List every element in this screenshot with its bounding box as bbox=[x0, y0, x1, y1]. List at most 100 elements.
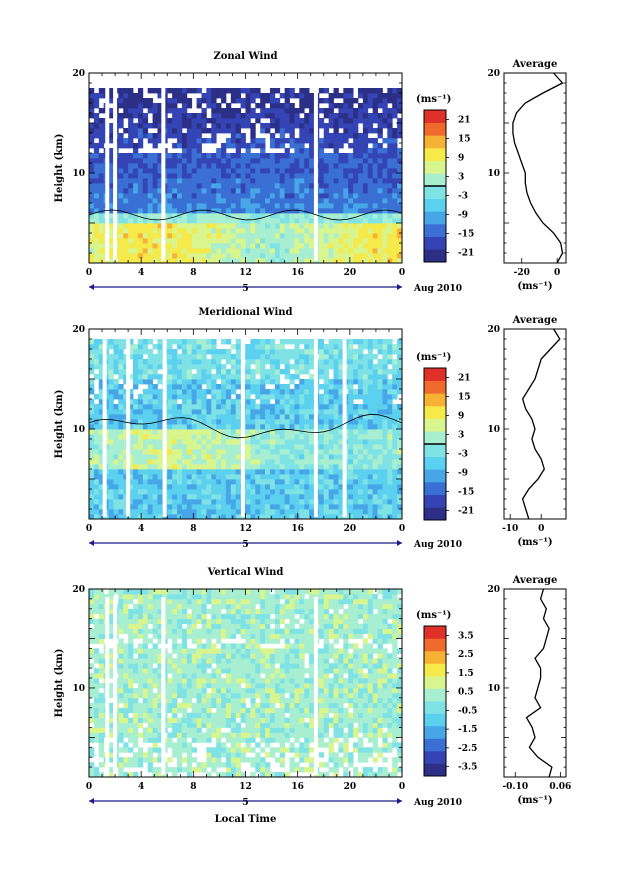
heatmap-cell bbox=[137, 118, 144, 124]
heatmap-cell bbox=[206, 213, 212, 219]
heatmap-cell bbox=[167, 198, 173, 204]
heatmap-cell bbox=[348, 243, 354, 249]
heatmap-cell bbox=[348, 88, 354, 94]
heatmap-cell bbox=[299, 168, 305, 174]
heatmap-cell bbox=[191, 384, 197, 390]
heatmap-cell bbox=[279, 339, 286, 345]
heatmap-cell bbox=[245, 118, 251, 124]
heatmap-cell bbox=[118, 399, 124, 405]
heatmap-cell bbox=[147, 384, 153, 390]
heatmap-cell bbox=[250, 183, 256, 189]
heatmap-cell bbox=[260, 203, 266, 209]
heatmap-cell bbox=[157, 379, 163, 385]
heatmap-cell bbox=[289, 103, 295, 109]
heatmap-cell bbox=[382, 349, 388, 355]
heatmap-cell bbox=[333, 379, 339, 385]
heatmap-cell bbox=[265, 459, 271, 465]
heatmap-cell bbox=[177, 168, 183, 174]
heatmap-cell bbox=[284, 504, 290, 510]
heatmap-cell bbox=[362, 188, 369, 194]
heatmap-cell bbox=[89, 712, 95, 719]
heatmap-cell bbox=[372, 479, 378, 485]
heatmap-cell bbox=[98, 618, 105, 625]
heatmap-cell bbox=[377, 454, 383, 460]
heatmap-cell bbox=[392, 243, 398, 249]
heatmap-cell bbox=[181, 238, 188, 244]
heatmap-cell bbox=[206, 238, 212, 244]
heatmap-cell bbox=[367, 454, 374, 460]
heatmap-cell bbox=[235, 223, 242, 229]
heatmap-cell bbox=[133, 128, 139, 134]
heatmap-cell bbox=[328, 103, 334, 109]
heatmap-cell bbox=[118, 133, 124, 139]
heatmap-cell bbox=[98, 364, 105, 370]
heatmap-cell bbox=[98, 494, 105, 500]
heatmap-cell bbox=[377, 128, 383, 134]
heatmap-cell bbox=[357, 474, 364, 480]
heatmap-cell bbox=[152, 113, 158, 119]
heatmap-cell bbox=[333, 163, 339, 169]
heatmap-cell bbox=[294, 153, 300, 159]
heatmap-cell bbox=[348, 464, 354, 470]
heatmap-cell bbox=[318, 138, 325, 144]
heatmap-cell bbox=[343, 183, 349, 189]
heatmap-cell bbox=[157, 193, 163, 199]
heatmap-cell bbox=[240, 233, 246, 239]
heatmap-cell bbox=[367, 469, 374, 475]
heatmap-cell bbox=[128, 118, 134, 124]
heatmap-cell bbox=[98, 118, 105, 124]
heatmap-cell bbox=[186, 123, 193, 129]
heatmap-cell bbox=[123, 683, 129, 689]
heatmap-cell bbox=[167, 128, 173, 134]
heatmap-cell bbox=[333, 384, 339, 390]
heatmap-cell bbox=[299, 163, 305, 169]
heatmap-cell bbox=[240, 253, 246, 259]
heatmap-cell bbox=[333, 349, 339, 355]
heatmap-cell bbox=[89, 752, 95, 758]
y-axis-label: Height (km) bbox=[54, 390, 65, 459]
heatmap-cell bbox=[152, 354, 158, 360]
heatmap-cell bbox=[98, 243, 105, 249]
heatmap-cell bbox=[225, 474, 232, 480]
day-span-arrow bbox=[89, 284, 94, 290]
heatmap-cell bbox=[318, 143, 325, 149]
heatmap-cell bbox=[304, 489, 310, 495]
heatmap-cell bbox=[328, 153, 334, 159]
heatmap-cell bbox=[201, 349, 207, 355]
heatmap-cell bbox=[118, 359, 124, 365]
heatmap-cell bbox=[348, 253, 354, 259]
heatmap-cell bbox=[304, 243, 310, 249]
heatmap-cell bbox=[128, 389, 134, 395]
heatmap-cell bbox=[206, 419, 212, 425]
heatmap-cell bbox=[397, 494, 403, 500]
heatmap-cell bbox=[93, 484, 100, 490]
heatmap-cell bbox=[260, 429, 266, 435]
heatmap-cell bbox=[118, 188, 124, 194]
colorbar-swatch bbox=[424, 160, 446, 174]
heatmap-cell bbox=[372, 233, 378, 239]
heatmap-cell bbox=[367, 484, 374, 490]
heatmap-cell bbox=[93, 712, 100, 719]
heatmap-cell bbox=[201, 379, 207, 385]
heatmap-cell bbox=[108, 454, 114, 460]
heatmap-cell bbox=[113, 379, 119, 385]
heatmap-cell bbox=[98, 638, 105, 644]
heatmap-cell bbox=[372, 429, 378, 435]
heatmap-cell bbox=[196, 138, 202, 144]
heatmap-cell bbox=[284, 474, 290, 480]
heatmap-cell bbox=[348, 514, 354, 520]
x-tick-label: 12 bbox=[239, 524, 252, 534]
heatmap-cell bbox=[133, 253, 139, 259]
heatmap-cell bbox=[279, 153, 286, 159]
heatmap-cell bbox=[377, 183, 383, 189]
heatmap-cell bbox=[255, 158, 261, 164]
profile-unit: (ms⁻¹) bbox=[517, 281, 552, 292]
heatmap-cell bbox=[128, 618, 134, 625]
heatmap-cell bbox=[382, 183, 388, 189]
heatmap-cell bbox=[392, 489, 398, 495]
heatmap-cell bbox=[387, 454, 393, 460]
colorbar-swatch bbox=[424, 431, 446, 445]
heatmap-cell bbox=[372, 243, 378, 249]
heatmap-cell bbox=[279, 233, 286, 239]
heatmap-cell bbox=[89, 628, 95, 634]
